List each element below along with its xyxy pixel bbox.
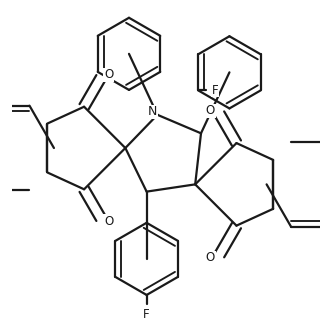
Text: O: O (206, 105, 215, 117)
Text: O: O (104, 215, 113, 228)
Text: N: N (148, 105, 157, 118)
Text: O: O (206, 251, 215, 264)
Text: F: F (212, 84, 218, 97)
Text: F: F (143, 308, 150, 321)
Text: O: O (104, 68, 113, 81)
